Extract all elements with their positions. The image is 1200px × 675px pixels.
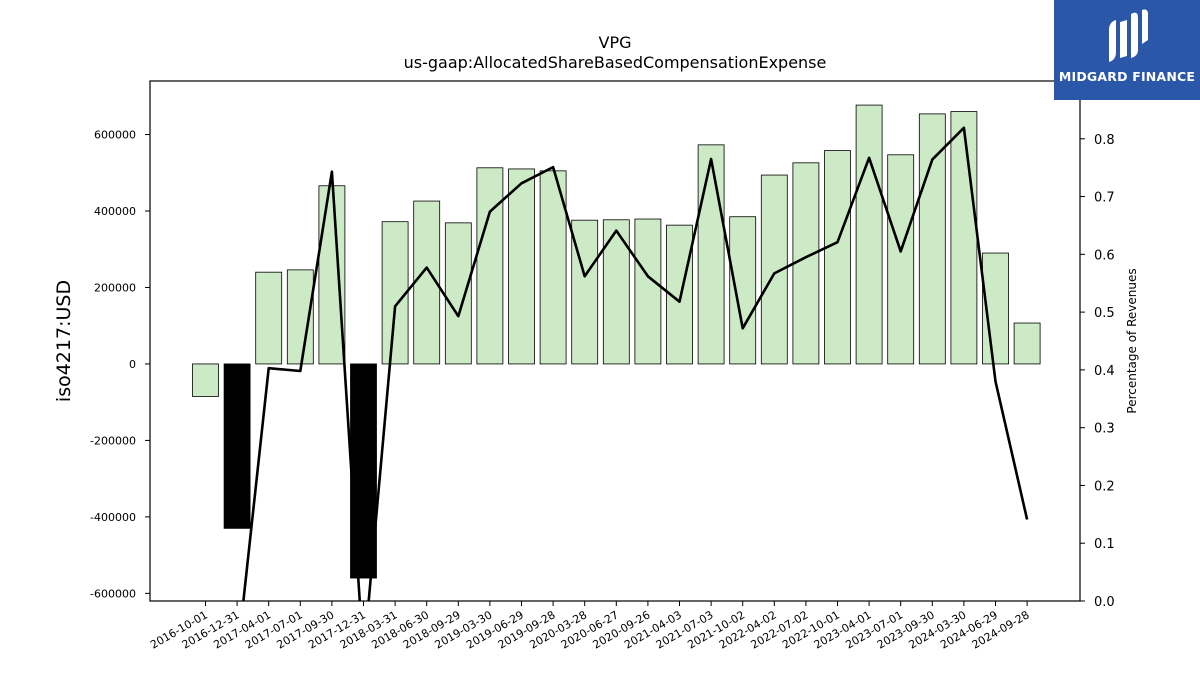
y-axis-label: iso4217:USD <box>53 280 75 402</box>
y2-tick-label: 0.5 <box>1094 306 1115 321</box>
percentage-line <box>242 126 1029 601</box>
y2-tick-label: 0.2 <box>1094 479 1115 494</box>
y2-tick-label: 0.0 <box>1094 595 1115 610</box>
bar <box>381 221 409 365</box>
y2-tick-label: 0.8 <box>1094 133 1115 148</box>
y2-axis-label: Percentage of Revenues <box>1125 268 1139 413</box>
bar <box>634 218 662 365</box>
plot-frame <box>149 80 1081 602</box>
bar <box>950 111 978 365</box>
bar <box>760 174 788 365</box>
logo-mark-icon <box>1109 9 1148 62</box>
bar <box>192 363 219 397</box>
midgard-finance-logo: MIDGARD FINANCE <box>1054 0 1200 100</box>
logo-name: MIDGARD FINANCE <box>1058 69 1196 84</box>
chart-subtitle: us-gaap:AllocatedShareBasedCompensationE… <box>403 53 827 72</box>
bar <box>223 363 251 529</box>
bar <box>1013 322 1041 365</box>
y2-tick-label: 0.3 <box>1094 422 1115 437</box>
bar <box>792 162 820 365</box>
y-tick-label: -200000 <box>90 434 136 447</box>
bar <box>824 150 851 365</box>
bar <box>444 222 472 365</box>
y-tick-label: 200000 <box>94 281 136 294</box>
bar <box>318 185 346 365</box>
y2-tick-label: 0.4 <box>1094 364 1115 379</box>
bar <box>602 219 630 365</box>
bar <box>729 216 757 365</box>
y2-tick-label: 0.6 <box>1094 248 1115 263</box>
y2-tick-label: 0.7 <box>1094 191 1115 206</box>
bar <box>508 168 535 365</box>
y2-tick-label: 0.1 <box>1094 537 1115 552</box>
y-tick-label: 400000 <box>94 205 136 218</box>
bar <box>476 167 504 365</box>
bar <box>697 144 725 365</box>
y-tick-label: 600000 <box>94 129 136 142</box>
y-tick-label: -600000 <box>90 587 136 600</box>
y-tick-label: -400000 <box>90 511 136 524</box>
bar <box>887 154 915 365</box>
bar <box>918 113 946 365</box>
bar <box>255 271 283 365</box>
bar <box>855 104 883 365</box>
y-tick-label: 0 <box>129 358 136 371</box>
chart-title: VPG <box>598 33 632 52</box>
